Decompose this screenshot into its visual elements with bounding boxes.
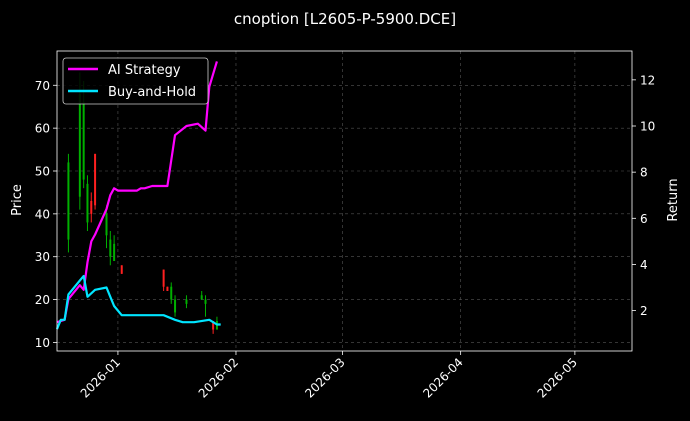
candle-body	[105, 213, 108, 236]
y-tick-label: 50	[35, 165, 50, 179]
candle-body	[67, 162, 70, 240]
y-axis-label: Price	[10, 184, 25, 216]
candle-body	[94, 153, 97, 206]
y-tick-label: 60	[35, 122, 50, 136]
plot-frame	[56, 50, 633, 352]
candle-body	[109, 239, 112, 257]
candle-body	[166, 286, 169, 291]
legend-label-buy-and-hold: Buy-and-Hold	[108, 85, 196, 100]
candle-body	[174, 299, 177, 313]
candle-body	[113, 243, 116, 261]
candle-body	[170, 286, 173, 300]
legend-label-ai-strategy: AI Strategy	[108, 63, 181, 78]
y-tick-label: 20	[35, 293, 50, 307]
candles-layer	[67, 72, 218, 334]
candle-body	[185, 299, 188, 304]
y-tick-label: 30	[35, 250, 50, 264]
candle-body	[204, 299, 207, 304]
candle-body	[82, 102, 85, 180]
y-axis-right-label: Return	[666, 178, 681, 221]
y-right-tick-label: 6	[640, 212, 648, 226]
ai-strategy-line	[56, 61, 218, 324]
candle-body	[78, 93, 81, 197]
legend: AI Strategy Buy-and-Hold	[62, 57, 209, 105]
lines-layer	[55, 61, 221, 330]
candle-body	[90, 201, 93, 214]
candle-body	[86, 183, 89, 223]
y-tick-label: 40	[35, 207, 50, 221]
y-tick-label: 70	[35, 79, 50, 93]
candle-body	[120, 265, 123, 274]
y-right-tick-label: 2	[640, 304, 648, 318]
y-right-tick-label: 4	[640, 258, 648, 272]
y-tick-label: 10	[35, 336, 50, 350]
candle-body	[212, 321, 215, 330]
candle-body	[162, 269, 165, 287]
y-right-tick-label: 8	[640, 166, 648, 180]
y-right-tick-label: 12	[640, 73, 655, 87]
candle-body	[200, 295, 203, 300]
chart-title: cnoption [L2605-P-5900.DCE]	[234, 10, 456, 28]
buy-and-hold-line	[55, 274, 221, 330]
legend-box	[62, 57, 209, 105]
y-right-tick-label: 10	[640, 120, 655, 134]
